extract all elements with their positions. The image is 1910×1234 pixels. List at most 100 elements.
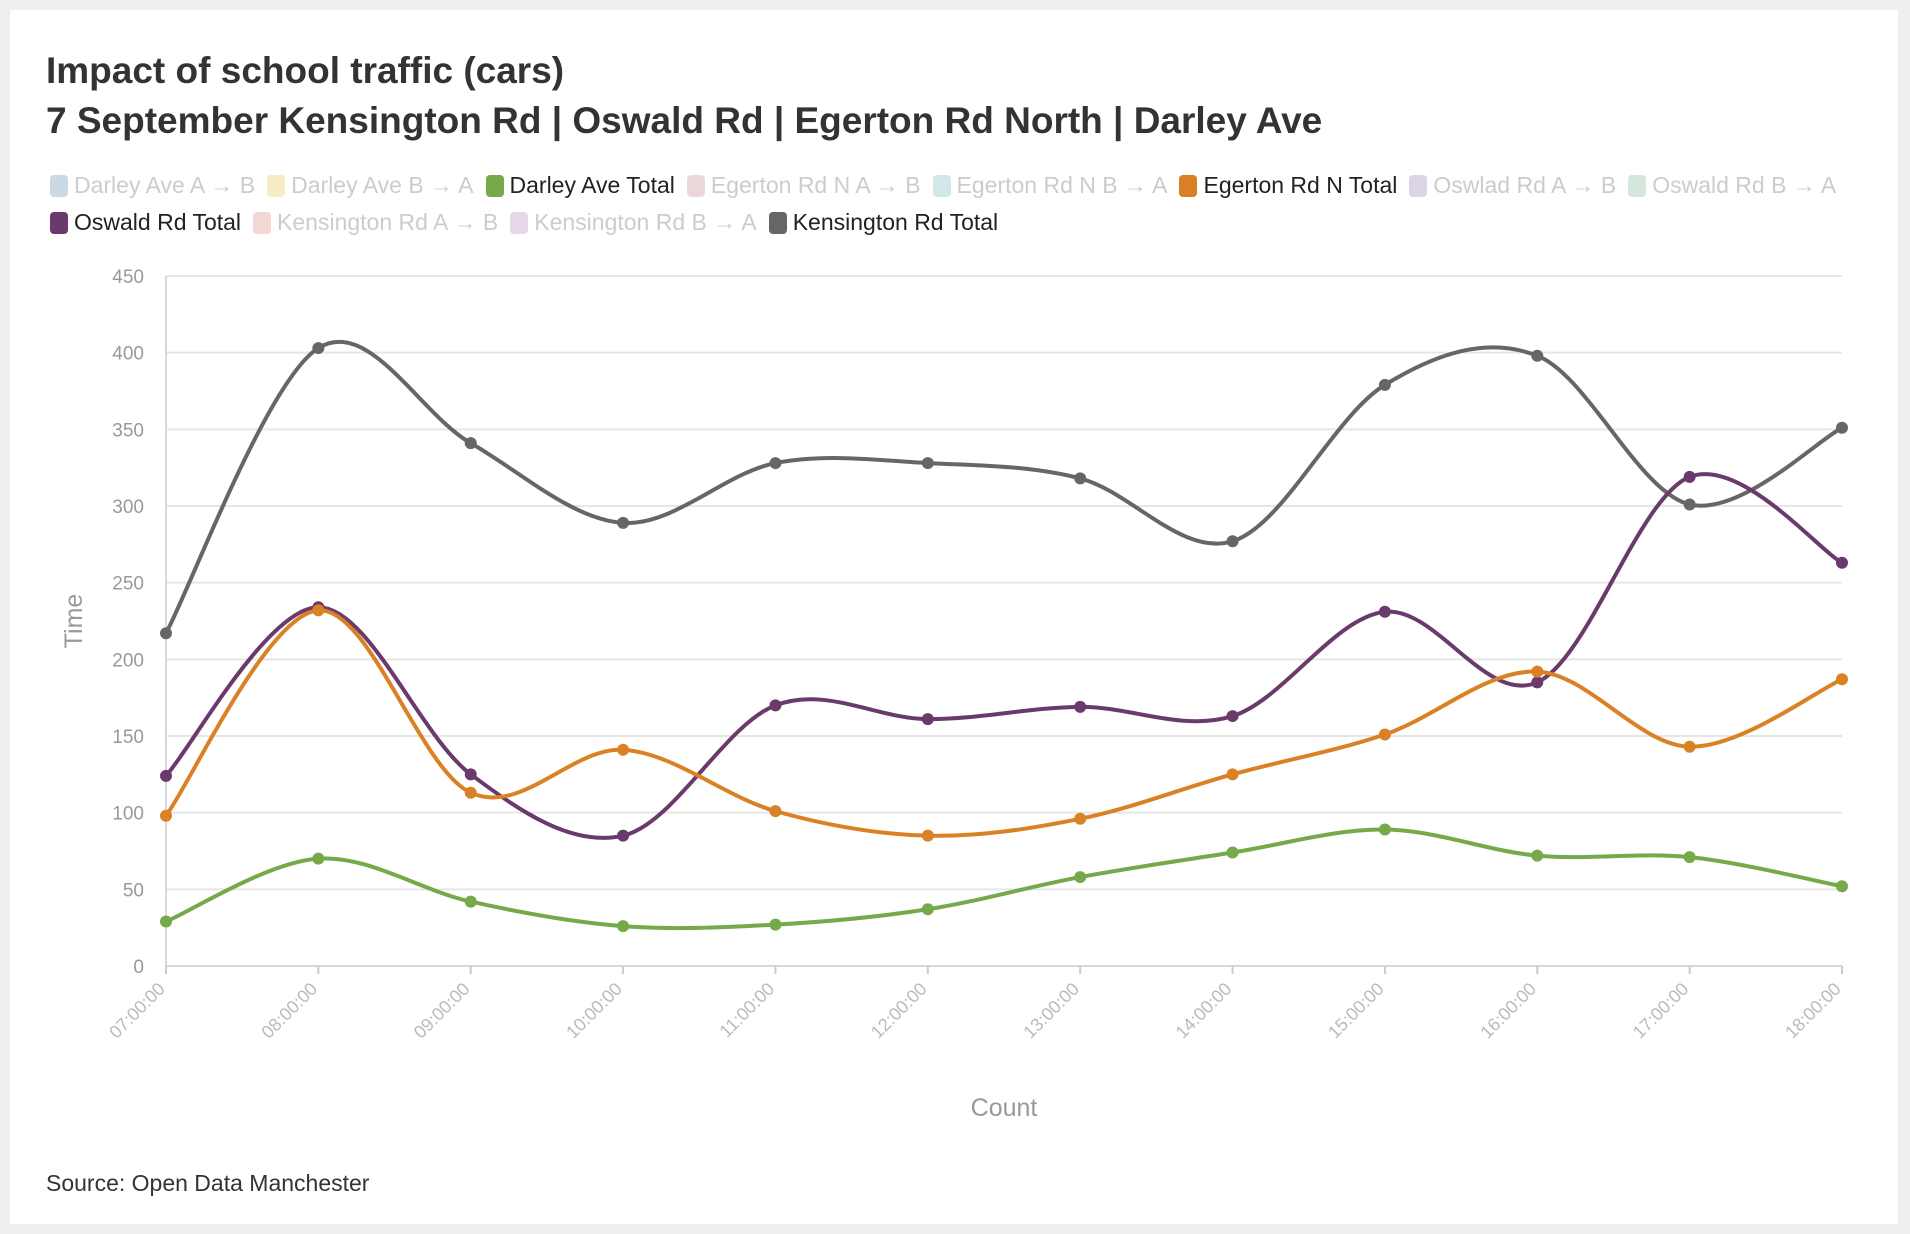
legend-swatch xyxy=(253,211,272,234)
series-line xyxy=(164,472,1844,840)
chart-card: Impact of school traffic (cars) 7 Septem… xyxy=(10,10,1898,1224)
series-line xyxy=(164,339,1843,635)
data-point xyxy=(1074,871,1087,884)
data-point xyxy=(312,604,325,617)
data-point xyxy=(464,768,477,781)
y-tick-label: 150 xyxy=(112,727,144,748)
data-point xyxy=(769,918,782,931)
y-tick-label: 350 xyxy=(112,420,144,441)
x-tick-label: 07:00:00 xyxy=(105,979,169,1043)
legend-item[interactable]: Kensington Rd B → A xyxy=(506,209,757,236)
legend-item[interactable]: Egerton Rd N A → B xyxy=(683,172,921,199)
legend-label: Oswald Rd Total xyxy=(74,209,242,235)
x-axis-title: Count xyxy=(971,1094,1038,1122)
y-tick-label: 400 xyxy=(112,344,144,365)
legend-label: Oswlad Rd A → B xyxy=(1433,172,1617,198)
legend-label: Egerton Rd N A → B xyxy=(710,172,921,198)
data-point xyxy=(1378,605,1391,618)
data-point xyxy=(464,786,477,799)
data-point xyxy=(160,769,172,782)
data-point xyxy=(1226,846,1239,859)
data-point xyxy=(921,713,934,726)
data-point xyxy=(1531,349,1544,362)
legend-item[interactable]: Egerton Rd N Total xyxy=(1175,172,1397,199)
y-tick-label: 100 xyxy=(112,804,144,825)
line-chart: 0 50 100 150 200 250 300 350 400 450 07:00:00 08:00… xyxy=(60,267,1848,1122)
x-tick-label: 18:00:00 xyxy=(1781,979,1845,1043)
data-point xyxy=(921,829,934,842)
legend-label: Kensington Rd B → A xyxy=(534,209,757,235)
data-point xyxy=(1531,676,1544,689)
legend-item[interactable]: Oswald Rd Total xyxy=(46,209,241,236)
source-note: Source: Open Data Manchester xyxy=(46,1170,370,1196)
x-tick-label: 17:00:00 xyxy=(1629,979,1693,1043)
legend-label: Kensington Rd Total xyxy=(792,209,999,235)
legend-swatch xyxy=(1409,174,1428,197)
y-tick-label: 450 xyxy=(112,267,144,288)
x-tick-label: 11:00:00 xyxy=(716,979,779,1042)
legend-item[interactable]: Kensington Rd A → B xyxy=(249,209,498,236)
data-point xyxy=(1683,470,1696,483)
series-line xyxy=(165,827,1843,931)
data-point xyxy=(921,903,934,916)
data-point xyxy=(160,809,172,822)
data-point xyxy=(464,437,477,450)
data-point xyxy=(769,457,782,470)
legend-swatch xyxy=(686,174,705,197)
data-point xyxy=(1531,849,1544,862)
legend-swatch xyxy=(267,174,286,197)
data-point xyxy=(1683,498,1696,511)
data-point xyxy=(1378,823,1391,836)
legend-swatch xyxy=(485,174,504,197)
x-tick-label: 12:00:00 xyxy=(867,979,931,1043)
legend-item[interactable]: Darley Ave A → B xyxy=(46,172,255,199)
legend-label: Egerton Rd N Total xyxy=(1203,172,1398,198)
legend-item[interactable]: Oswald Rd B → A xyxy=(1624,172,1836,199)
legend-swatch xyxy=(1179,174,1198,197)
x-tick-label: 09:00:00 xyxy=(410,979,474,1043)
legend-item[interactable]: Oswlad Rd A → B xyxy=(1405,172,1616,199)
chart-subtitle: 7 September Kensington Rd | Oswald Rd | … xyxy=(46,100,1323,141)
legend-label: Egerton Rd N B → A xyxy=(956,172,1168,198)
x-tick-label: 10:00:00 xyxy=(562,979,626,1043)
data-point xyxy=(1683,851,1696,864)
data-point xyxy=(1836,421,1848,434)
data-point xyxy=(1074,700,1087,713)
data-point xyxy=(1226,710,1239,723)
legend-label: Darley Ave A → B xyxy=(74,172,256,198)
data-point xyxy=(617,829,630,842)
legend-swatch xyxy=(50,174,68,197)
x-tick-label: 08:00:00 xyxy=(257,979,321,1043)
y-tick-label: 300 xyxy=(112,497,144,518)
data-point xyxy=(1074,472,1087,485)
legend-swatch xyxy=(768,211,787,234)
chart-title: Impact of school traffic (cars) xyxy=(46,50,565,91)
data-point xyxy=(617,743,630,756)
legend-label: Kensington Rd A → B xyxy=(277,209,499,235)
data-point xyxy=(1683,740,1696,753)
data-point xyxy=(1226,768,1239,781)
legend-swatch xyxy=(932,174,951,197)
legend-swatch xyxy=(50,211,68,234)
data-point xyxy=(312,342,325,355)
legend-label: Oswald Rd B → A xyxy=(1652,172,1837,198)
data-point xyxy=(769,699,782,712)
data-point xyxy=(1836,673,1848,686)
legend-item[interactable]: Kensington Rd Total xyxy=(765,209,998,236)
legend-item[interactable]: Darley Ave B → A xyxy=(263,172,474,199)
data-point xyxy=(1378,728,1391,741)
data-point xyxy=(617,920,630,933)
data-point xyxy=(160,627,172,640)
x-tick-label: 15:00:00 xyxy=(1324,979,1388,1043)
x-tick-label: 16:00:00 xyxy=(1476,979,1540,1043)
legend-item[interactable]: Egerton Rd N B → A xyxy=(929,172,1168,199)
data-point xyxy=(1226,535,1239,548)
legend-item[interactable]: Darley Ave Total xyxy=(482,172,675,199)
y-tick-label: 0 xyxy=(133,957,144,978)
x-tick-label: 13:00:00 xyxy=(1019,979,1083,1043)
data-point xyxy=(1836,556,1848,569)
legend-label: Darley Ave B → A xyxy=(291,172,474,198)
y-tick-label: 50 xyxy=(123,880,144,901)
legend-swatch xyxy=(1628,174,1647,197)
series-line xyxy=(164,608,1843,838)
